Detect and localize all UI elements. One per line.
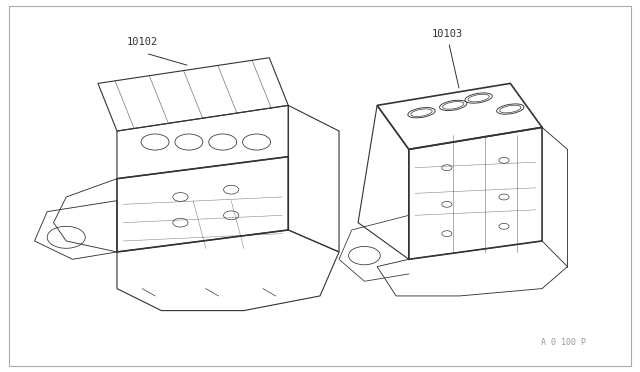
Text: 10102: 10102 xyxy=(127,37,158,47)
Text: 10103: 10103 xyxy=(431,29,463,88)
Text: A 0 100 P: A 0 100 P xyxy=(541,338,586,347)
